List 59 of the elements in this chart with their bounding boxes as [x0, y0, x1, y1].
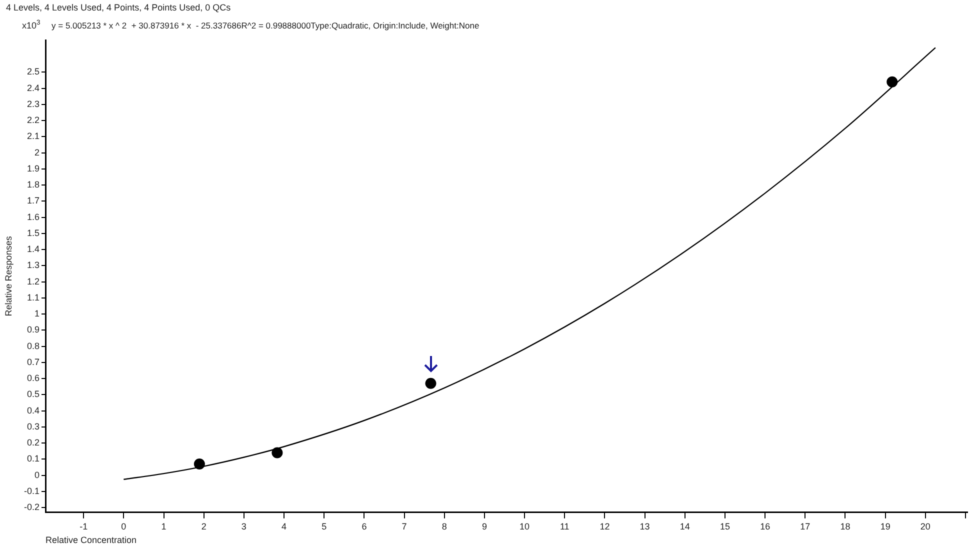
y-tick-label: 1: [34, 308, 40, 319]
point: [194, 458, 205, 470]
x-tick-label: 11: [560, 521, 570, 532]
y-axis-title: Relative Responses: [3, 236, 14, 316]
x-tick-label: 2: [201, 521, 206, 532]
y-tick-label: -0.1: [24, 486, 40, 496]
y-tick-label: 1.8: [26, 180, 40, 190]
y-tick-label: 1.4: [26, 244, 40, 254]
line-series: [123, 47, 936, 480]
y-tick-label: 0.3: [26, 421, 40, 432]
x-tick-label: 12: [600, 521, 610, 532]
chart-title: 4 Levels, 4 Levels Used, 4 Points, 4 Points Used, 0 QCs: [6, 2, 232, 12]
y-tick-label: -0.2: [24, 502, 40, 512]
x-tick-label: 19: [880, 521, 890, 532]
x-tick-label: 16: [760, 521, 770, 532]
y-tick-label: 1.5: [26, 228, 40, 238]
x-tick-label: 15: [720, 521, 730, 532]
y-tick-label: 1.6: [26, 212, 40, 222]
y-tick-label: 2.1: [26, 131, 40, 142]
y-tick-label: 0.8: [26, 340, 40, 351]
x-tick-label: 4: [282, 521, 287, 532]
y-tick-label: 2.4: [26, 82, 40, 93]
y-tick-label: 0.7: [26, 356, 40, 367]
x-tick-label: 9: [482, 521, 487, 532]
y-tick-label: 0: [34, 470, 40, 480]
x-tick-label: 10: [520, 521, 530, 532]
y-tick-label: 1.7: [26, 196, 40, 206]
x-tick-label: 14: [680, 521, 690, 532]
y-tick-label: 0.6: [26, 373, 40, 384]
x-tick-label: 20: [920, 521, 930, 532]
x-tick-label: 6: [362, 521, 367, 532]
point: [886, 76, 898, 88]
x-tick-label: 3: [241, 521, 246, 532]
x-tick-label: 7: [402, 521, 407, 532]
y-tick-label: 0.2: [26, 438, 40, 448]
y-tick-label: 1.2: [26, 276, 40, 286]
point: [272, 447, 283, 458]
y-tick-label: 1.1: [26, 292, 40, 302]
y-tick-label: 0.5: [26, 389, 40, 400]
y-tick-label: 0.1: [26, 454, 40, 464]
x-tick-label: 8: [442, 521, 447, 532]
x-tick-label: 5: [322, 521, 327, 532]
y-tick-label: 0.9: [26, 324, 40, 335]
x-tick-label: 1: [161, 521, 166, 532]
x-tick-label: 0: [121, 521, 126, 532]
x-tick-label: 18: [840, 521, 850, 532]
point: [425, 378, 436, 389]
y-tick-label: 2.3: [26, 98, 40, 109]
y-tick-label: 1.3: [26, 260, 40, 270]
y-tick-label: 2: [34, 147, 40, 158]
x-tick-label: 17: [800, 521, 810, 532]
x-tick-label: -1: [80, 521, 88, 532]
x-tick-label: 13: [640, 521, 650, 532]
y-tick-label: 2.5: [26, 66, 40, 77]
y-tick-label: 2.2: [26, 115, 40, 126]
text: y = 5.005213 * x ^ 2 + 30.873916 * x - 25.337686 R^2 = 0.99888000 Type:Quadratic, Origin:Include, Weight:None: [52, 20, 480, 30]
y-tick-label: 1.9: [26, 163, 40, 174]
y-tick-label: 0.4: [26, 405, 40, 416]
x-axis-title: Relative Concentration: [46, 535, 137, 546]
